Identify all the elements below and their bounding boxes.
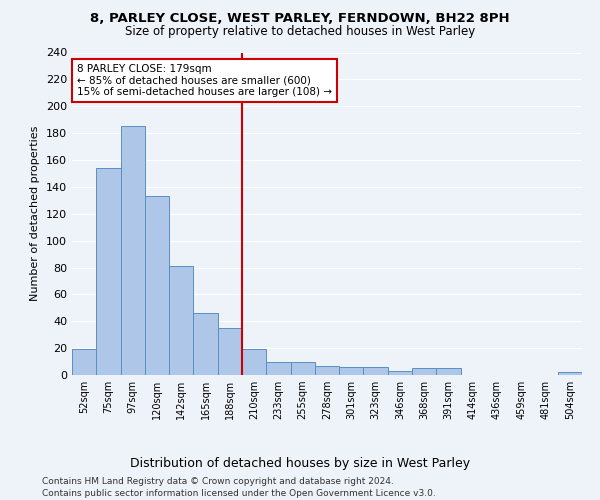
Bar (169, 266, 193, 375)
Text: Contains public sector information licensed under the Open Government Licence v3: Contains public sector information licen… (42, 489, 436, 498)
Bar (121, 126, 145, 375)
Bar (242, 350, 266, 375)
Bar (96, 168, 121, 375)
Bar (145, 196, 169, 375)
Text: Distribution of detached houses by size in West Parley: Distribution of detached houses by size … (130, 458, 470, 470)
Y-axis label: Number of detached properties: Number of detached properties (31, 126, 40, 302)
Text: 8, PARLEY CLOSE, WEST PARLEY, FERNDOWN, BH22 8PH: 8, PARLEY CLOSE, WEST PARLEY, FERNDOWN, … (90, 12, 510, 26)
Bar (266, 362, 290, 375)
Bar (218, 328, 242, 375)
Bar (315, 366, 339, 375)
Bar (290, 362, 315, 375)
Bar (436, 368, 461, 375)
Bar (364, 367, 388, 375)
Text: Contains HM Land Registry data © Crown copyright and database right 2024.: Contains HM Land Registry data © Crown c… (42, 478, 394, 486)
Bar (339, 367, 364, 375)
Bar (388, 371, 412, 375)
Bar (412, 368, 436, 375)
Bar (72, 350, 96, 375)
Bar (558, 372, 582, 375)
Bar (193, 313, 218, 375)
Text: 8 PARLEY CLOSE: 179sqm
← 85% of detached houses are smaller (600)
15% of semi-de: 8 PARLEY CLOSE: 179sqm ← 85% of detached… (77, 64, 332, 97)
Text: Size of property relative to detached houses in West Parley: Size of property relative to detached ho… (125, 25, 475, 38)
